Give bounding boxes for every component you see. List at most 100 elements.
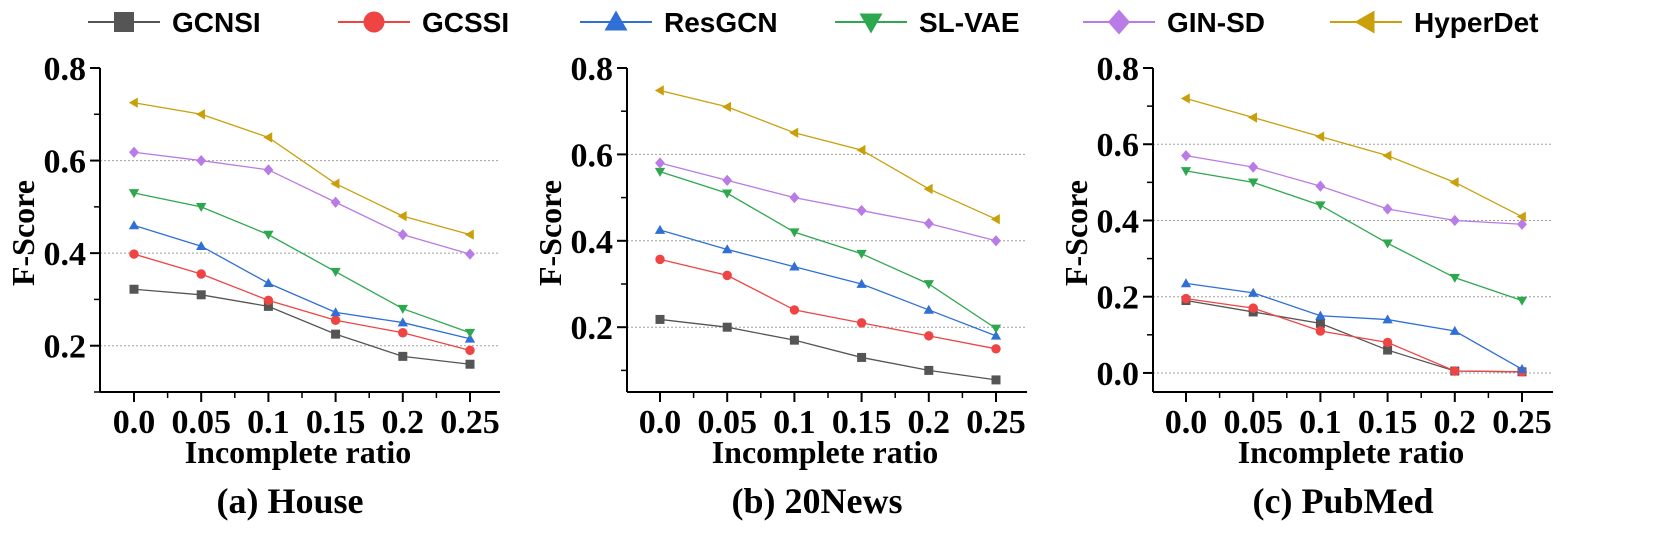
y-tick-label: 0.4: [1097, 203, 1140, 240]
data-point: [128, 220, 140, 230]
data-point: [1449, 325, 1460, 335]
legend-item-gcssi: GCSSI: [338, 7, 509, 38]
data-point: [128, 97, 138, 108]
data-point: [465, 248, 475, 260]
data-point: [1181, 150, 1191, 162]
data-point: [1248, 112, 1258, 123]
charts: 0.2 0.4 0.6 0.8 0.0 0.05 0.1 0.15 0.2 0.25 F-Score…: [5, 51, 1553, 521]
data-point: [1315, 318, 1325, 328]
y-axis-title: F-Score: [1058, 180, 1094, 286]
series-line: [659, 89, 997, 220]
data-point: [129, 146, 139, 158]
data-point: [924, 365, 934, 375]
y-axis-title: F-Score: [5, 180, 41, 286]
series-gcssi: [129, 249, 475, 356]
y-tick-label: 0.2: [44, 329, 87, 366]
legend-label: HyperDet: [1414, 7, 1538, 38]
x-tick-label: 0.1: [773, 404, 816, 441]
data-point: [1315, 310, 1326, 320]
data-point: [330, 196, 341, 208]
x-tick-label: 0.05: [171, 404, 231, 441]
y-axis-title: F-Score: [532, 180, 568, 286]
x-tick-label: 0.05: [1223, 404, 1283, 441]
series-hyperdet: [1180, 93, 1526, 222]
x-tick-label: 0.15: [832, 404, 892, 441]
data-point: [990, 214, 1000, 225]
series-line: [133, 102, 471, 236]
data-point: [196, 154, 207, 167]
data-point: [923, 304, 934, 314]
data-point: [654, 167, 666, 177]
data-point: [263, 301, 273, 311]
series-resgcn: [128, 220, 476, 343]
y-tick-label: 0.4: [571, 224, 614, 261]
data-point: [464, 333, 476, 343]
series-line: [659, 318, 997, 381]
series-line: [1185, 170, 1523, 302]
series-gin-sd: [1181, 150, 1527, 230]
series-hyperdet: [654, 85, 1000, 225]
x-tick-label: 0.0: [1165, 404, 1208, 441]
data-point: [1516, 363, 1528, 373]
data-point: [722, 174, 733, 186]
data-point: [1449, 214, 1460, 227]
data-point: [722, 244, 733, 254]
y-tick-label: 0.0: [1097, 356, 1140, 393]
series-sl-vae: [1180, 167, 1528, 306]
series-line: [133, 288, 471, 365]
chart-caption: (b) 20News: [732, 481, 903, 521]
legend-item-sl-vae: SL-VAE: [835, 7, 1020, 38]
data-point: [1517, 218, 1527, 230]
y-tick-label: 0.8: [1097, 51, 1140, 88]
series-line: [659, 171, 997, 330]
data-point: [196, 203, 207, 213]
legend-label: GIN-SD: [1167, 7, 1265, 38]
data-point: [1180, 167, 1192, 177]
data-point: [1315, 131, 1325, 142]
data-point: [924, 331, 934, 341]
legend-item-hyperdet: HyperDet: [1330, 7, 1538, 38]
legend-label: ResGCN: [664, 7, 778, 38]
series-sl-vae: [128, 189, 476, 338]
series-line: [1185, 155, 1523, 225]
data-point: [1315, 326, 1326, 336]
series-line: [1185, 297, 1523, 373]
data-point: [397, 304, 408, 314]
data-point: [1383, 345, 1393, 355]
data-point: [330, 315, 341, 325]
series-line: [133, 224, 471, 340]
series-line: [133, 151, 471, 255]
data-point: [465, 359, 475, 369]
data-point: [856, 318, 867, 328]
data-point: [789, 228, 800, 238]
series-gcnsi: [655, 314, 1001, 385]
x-tick-label: 0.25: [966, 404, 1026, 441]
data-point: [1181, 293, 1191, 304]
y-tick-label: 0.6: [44, 144, 87, 181]
data-point: [263, 132, 273, 143]
data-point: [128, 189, 140, 199]
data-point: [655, 157, 665, 169]
data-point: [397, 317, 408, 327]
data-point: [196, 109, 206, 120]
data-point: [1382, 203, 1393, 215]
series-gcssi: [1181, 293, 1527, 377]
data-point: [923, 183, 933, 195]
data-point: [789, 305, 800, 315]
data-point: [856, 278, 867, 288]
data-point: [330, 307, 341, 317]
data-point: [1382, 337, 1393, 348]
data-point: [464, 229, 474, 240]
data-point: [990, 330, 1002, 340]
x-tick-label: 0.0: [639, 404, 682, 441]
x-tick-label: 0.0: [113, 404, 156, 441]
data-point: [857, 352, 867, 362]
data-point: [398, 351, 408, 361]
data-point: [789, 261, 800, 271]
data-point: [263, 230, 274, 240]
data-point: [129, 284, 139, 294]
data-point: [465, 345, 475, 356]
x-axis-title: Incomplete ratio: [712, 434, 939, 470]
legend-item-gin-sd: GIN-SD: [1083, 7, 1265, 38]
x-tick-label: 0.2: [1434, 404, 1477, 441]
